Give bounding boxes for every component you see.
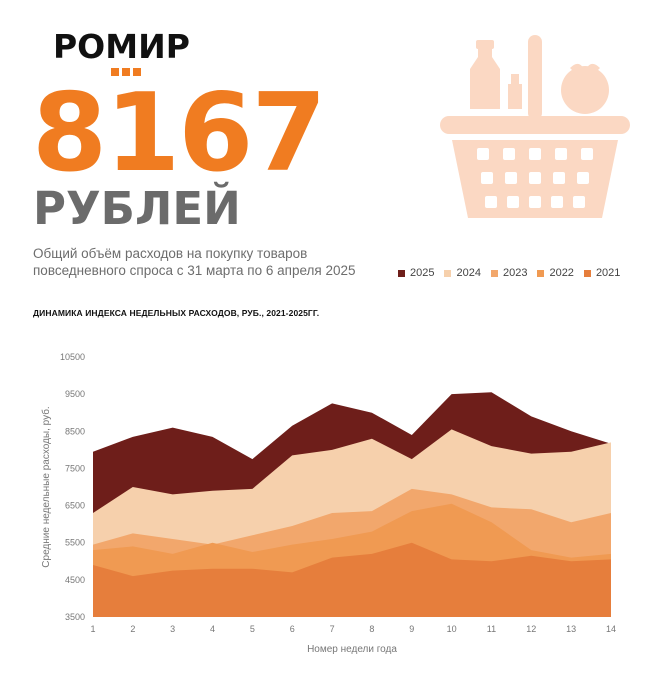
- y-tick-label: 10500: [60, 352, 85, 362]
- headline-value: 8167: [32, 71, 327, 196]
- y-tick-label: 9500: [65, 389, 85, 399]
- legend-item-2024: 2024: [444, 267, 481, 279]
- x-tick-label: 12: [526, 624, 536, 634]
- chart-title: ДИНАМИКА ИНДЕКСА НЕДЕЛЬНЫХ РАСХОДОВ, РУБ…: [33, 308, 320, 318]
- description: Общий объём расходов на покупку товаров …: [33, 246, 356, 278]
- y-tick-label: 5500: [65, 538, 85, 548]
- x-tick-label: 7: [330, 624, 335, 634]
- x-tick-label: 3: [170, 624, 175, 634]
- x-axis-label: Номер недели года: [307, 644, 397, 655]
- legend-item-2023: 2023: [490, 267, 527, 279]
- x-tick-label: 6: [290, 624, 295, 634]
- x-tick-label: 14: [606, 624, 616, 634]
- x-tick-label: 5: [250, 624, 255, 634]
- headline-unit: РУБЛЕЙ: [33, 182, 241, 235]
- y-tick-label: 3500: [65, 612, 85, 622]
- y-tick-label: 6500: [65, 501, 85, 511]
- legend-item-2021: 2021: [583, 267, 620, 279]
- x-tick-label: 4: [210, 624, 215, 634]
- legend-item-2022: 2022: [537, 267, 574, 279]
- shopping-basket-icon: [440, 35, 630, 218]
- y-axis-label: Средние недельные расходы, руб.: [40, 406, 52, 567]
- area-series-2021: [93, 542, 611, 617]
- x-tick-label: 2: [130, 624, 135, 634]
- y-tick-label: 4500: [65, 575, 85, 585]
- chart-legend: 2025 2024 2023 2022 2021: [398, 267, 620, 279]
- romir-logo: РОМИР: [53, 27, 190, 66]
- y-tick-label: 8500: [65, 426, 85, 436]
- x-tick-label: 10: [447, 624, 457, 634]
- x-tick-label: 13: [566, 624, 576, 634]
- x-tick-label: 1: [90, 624, 95, 634]
- x-tick-label: 8: [369, 624, 374, 634]
- legend-item-2025: 2025: [398, 267, 434, 279]
- x-tick-label: 9: [409, 624, 414, 634]
- y-tick-label: 7500: [65, 463, 85, 473]
- logo-dots: [111, 68, 141, 76]
- x-tick-label: 11: [487, 624, 496, 634]
